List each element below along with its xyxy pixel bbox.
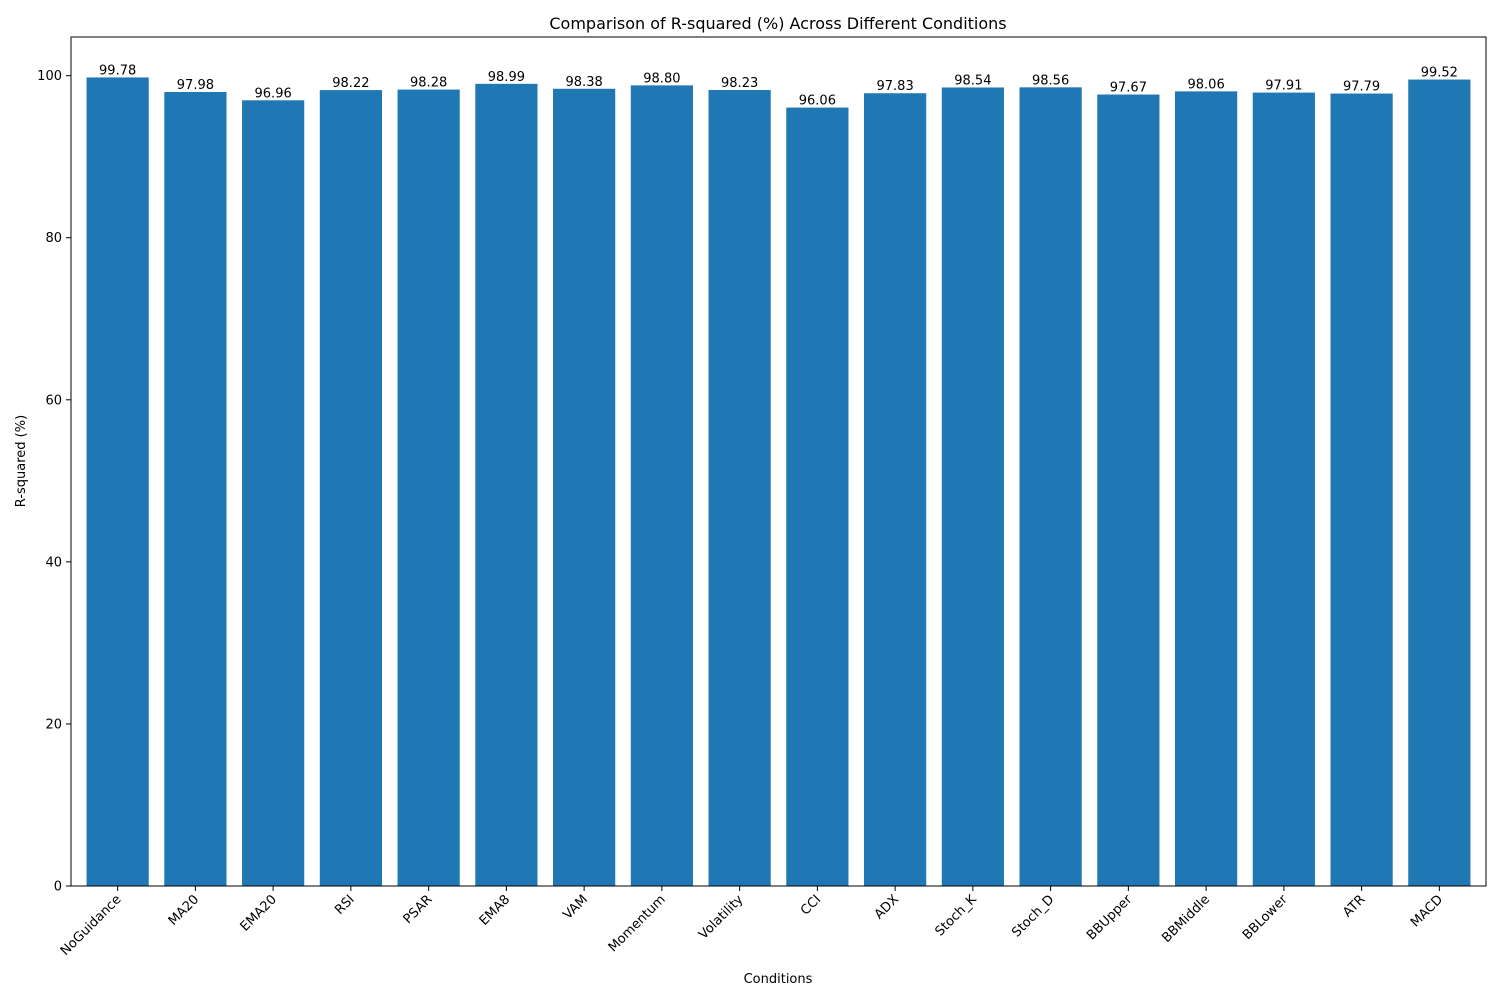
y-tick-label: 20 [45,717,62,732]
bar [1097,94,1160,886]
bar-value-label: 98.80 [643,71,680,86]
chart-title: Comparison of R-squared (%) Across Diffe… [549,14,1006,33]
y-tick-label: 60 [45,393,62,408]
bar-value-label: 98.99 [488,70,525,85]
bar [319,90,382,886]
axes-frame [70,36,1487,887]
bar-value-label: 97.67 [1110,81,1147,96]
x-tick-label: MA20 [166,892,203,929]
bar-value-label: 98.54 [954,73,991,88]
x-tick-label: RSI [332,892,358,918]
bar-value-label: 99.52 [1421,66,1458,81]
bar [242,100,305,887]
bar-value-label: 97.79 [1343,80,1380,95]
bar-value-label: 97.91 [1265,79,1302,94]
bar-value-label: 98.38 [566,75,603,90]
bar [1330,93,1393,886]
bar-value-label: 96.96 [255,86,292,101]
x-tick-label: Volatility [696,892,747,943]
y-tick-label: 100 [37,69,62,84]
x-tick-label: VAM [560,892,591,923]
bar [553,88,616,886]
y-axis-label: R-squared (%) [14,415,29,507]
bar [397,89,460,887]
bar [941,87,1004,887]
bar [786,107,849,886]
y-tick-label: 80 [45,231,62,246]
x-tick-label: Momentum [606,892,669,955]
x-tick-label: MACD [1408,892,1446,930]
bar [630,85,693,886]
x-tick-label: ATR [1340,892,1368,920]
x-tick-label: ADX [872,892,902,922]
x-tick-label: BBUpper [1084,892,1136,944]
x-tick-label: BBLower [1240,892,1291,943]
bar [708,90,771,886]
bar [1252,92,1315,887]
x-tick-label: PSAR [401,892,436,927]
bar [1019,87,1082,886]
x-tick-label: Stoch_D [1009,892,1057,940]
bar [1175,91,1238,887]
bar [164,92,227,886]
bar-value-label: 98.56 [1032,73,1069,88]
x-tick-label: Stoch_K [933,892,981,940]
bar-value-label: 99.78 [99,63,136,78]
x-tick-label: EMA8 [477,892,513,928]
bar-value-label: 98.06 [1188,77,1225,92]
bar [86,77,149,886]
bar [1408,79,1471,887]
bar-value-label: 97.98 [177,78,214,93]
x-tick-label: CCI [798,892,824,918]
bar-value-label: 96.06 [799,94,836,109]
bar-value-label: 98.28 [410,76,447,91]
bar-value-label: 97.83 [877,79,914,94]
x-tick-label: NoGuidance [58,892,125,959]
bar-value-label: 98.22 [332,76,369,91]
bar [864,93,927,887]
y-tick-label: 0 [54,880,62,895]
x-axis-label: Conditions [744,972,813,987]
x-tick-label: EMA20 [238,892,280,934]
bar-value-label: 98.23 [721,76,758,91]
x-tick-label: BBMiddle [1159,892,1213,946]
plot-area: 99.78 97.98 96.96 98.22 98.28 98.99 98.38 98.80… [37,36,1487,959]
y-tick-label: 40 [45,555,62,570]
bar [475,83,538,887]
